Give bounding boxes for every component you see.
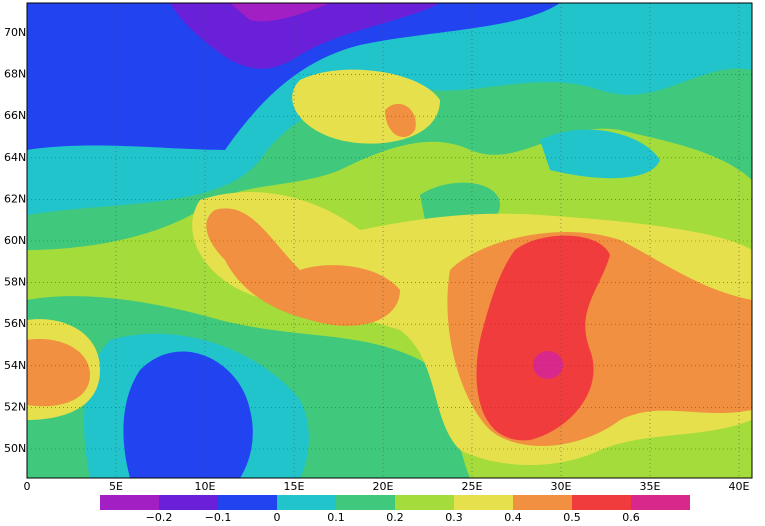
lat-label: 64N [4, 151, 26, 164]
contour-field [27, 3, 752, 478]
lat-label: 50N [4, 442, 26, 455]
colorbar-swatch [277, 495, 336, 510]
colorbar-label: 0 [274, 511, 281, 524]
lat-label: 60N [4, 234, 26, 247]
colorbar-swatch [159, 495, 218, 510]
lon-label: 5E [109, 480, 123, 493]
colorbar-label: −0.1 [205, 511, 232, 524]
colorbar-swatch [572, 495, 631, 510]
colorbar-label: 0.6 [622, 511, 640, 524]
lat-label: 52N [4, 400, 26, 413]
lon-label: 0 [24, 480, 31, 493]
lat-label: 66N [4, 109, 26, 122]
lat-label: 54N [4, 359, 26, 372]
lat-label: 68N [4, 68, 26, 81]
colorbar-swatch [100, 495, 159, 510]
colorbar-label: 0.2 [386, 511, 404, 524]
colorbar-swatch [513, 495, 572, 510]
map-frame [26, 2, 753, 479]
lat-label: 62N [4, 192, 26, 205]
lat-label: 70N [4, 26, 26, 39]
lon-label: 20E [373, 480, 394, 493]
colorbar-label: 0.3 [445, 511, 463, 524]
lon-label: 35E [640, 480, 661, 493]
colorbar-label: 0.1 [327, 511, 345, 524]
colorbar-swatch [395, 495, 454, 510]
lon-label: 15E [284, 480, 305, 493]
lat-label: 58N [4, 276, 26, 289]
lat-label: 56N [4, 317, 26, 330]
colorbar-swatch [454, 495, 513, 510]
lon-label: 40E [729, 480, 750, 493]
lon-label: 25E [462, 480, 483, 493]
colorbar-swatch [218, 495, 277, 510]
colorbar-label: 0.4 [504, 511, 522, 524]
colorbar-label: 0.5 [563, 511, 581, 524]
colorbar-label: −0.2 [146, 511, 173, 524]
colorbar-swatch [631, 495, 690, 510]
lon-label: 30E [551, 480, 572, 493]
lon-label: 10E [195, 480, 216, 493]
colorbar-swatch [336, 495, 395, 510]
